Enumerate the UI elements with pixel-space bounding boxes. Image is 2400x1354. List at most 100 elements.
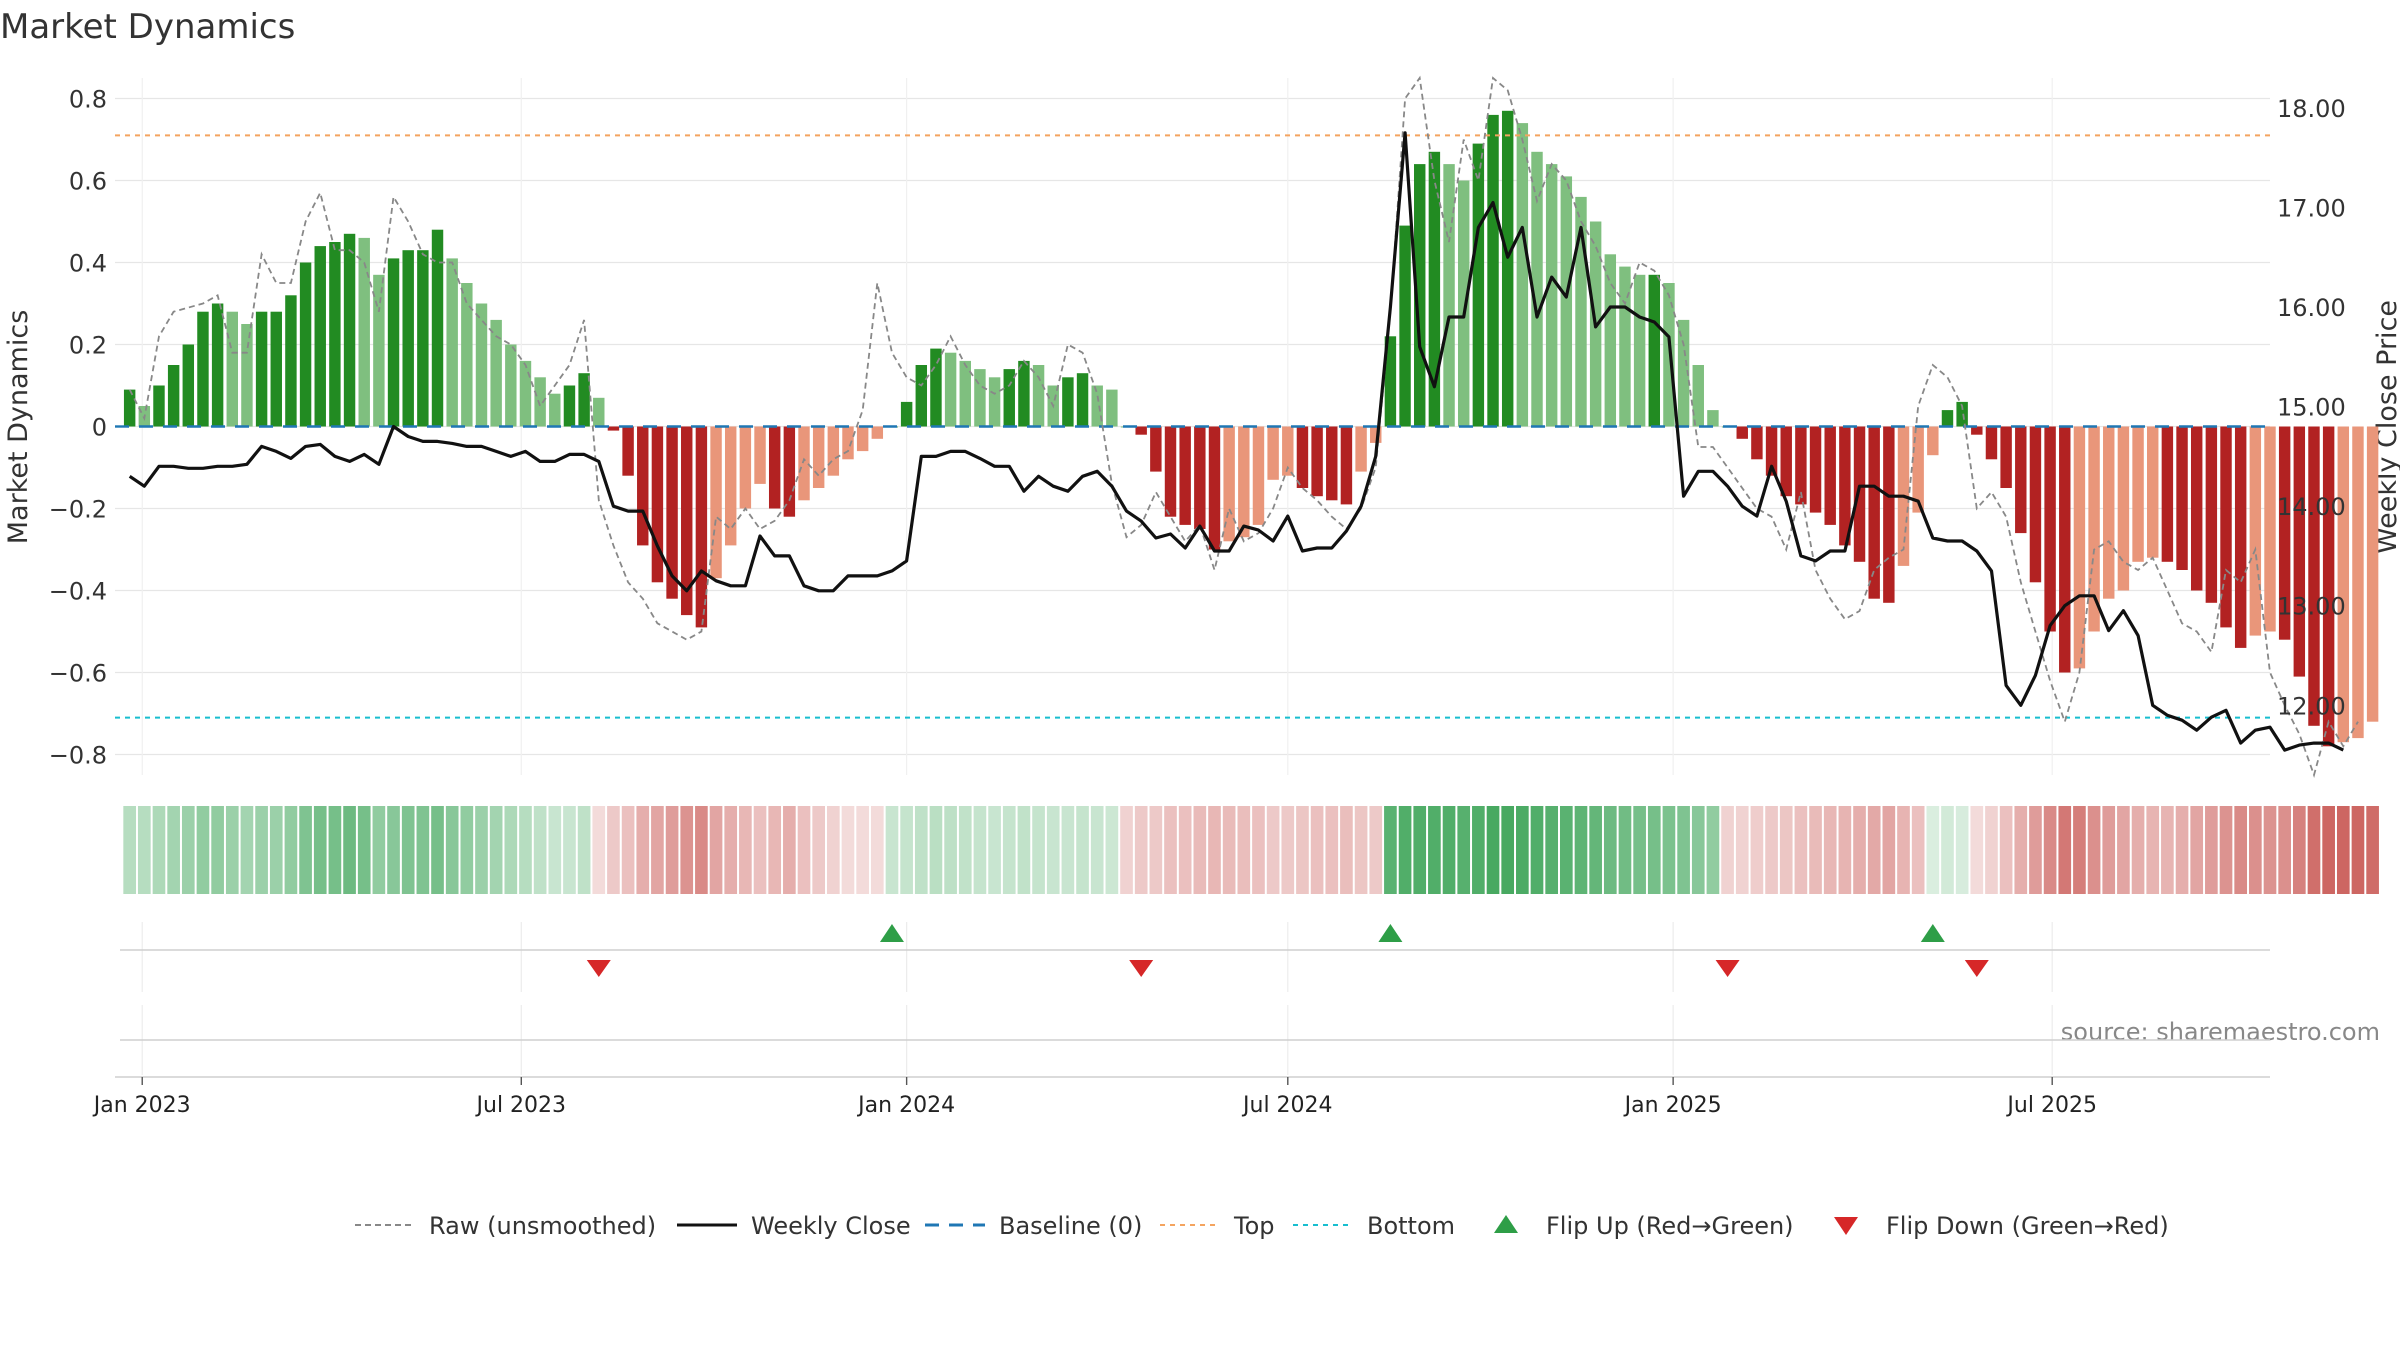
regime-cell: [1603, 806, 1617, 894]
bar: [1853, 426, 1866, 562]
bar: [2044, 426, 2056, 632]
y-right-tick-label: 18.00: [2277, 95, 2346, 123]
regime-cell: [1823, 806, 1837, 894]
regime-cell: [973, 806, 987, 894]
regime-cell: [225, 806, 239, 894]
bar: [1912, 426, 1924, 513]
regime-cell: [489, 806, 503, 894]
regime-cell: [1530, 806, 1544, 894]
bar: [314, 246, 326, 427]
bar: [167, 365, 180, 427]
bar: [402, 250, 414, 427]
legend-label: Raw (unsmoothed): [429, 1212, 656, 1240]
regime-cell: [1149, 806, 1163, 894]
bar: [798, 426, 810, 501]
bar: [1472, 143, 1485, 427]
regime-cell: [1853, 806, 1866, 894]
raw-unsmoothed-line: [128, 75, 2359, 778]
regime-cell: [1164, 806, 1177, 894]
y-left-tick-label: 0: [92, 414, 107, 442]
bar: [1238, 426, 1250, 538]
bar: [2322, 426, 2335, 747]
bar: [959, 360, 971, 427]
bar: [1868, 426, 1880, 599]
regime-cell: [929, 806, 943, 894]
legend-label: Flip Up (Red→Green): [1546, 1212, 1794, 1240]
bar: [1032, 365, 1045, 427]
bar: [1516, 123, 1529, 427]
regime-cell: [1398, 806, 1412, 894]
regime-cell: [607, 806, 620, 894]
bar: [1252, 426, 1265, 525]
flip-markers: [120, 924, 2270, 1041]
regime-cell: [841, 806, 855, 894]
lines-layer: [115, 75, 2359, 778]
regime-cell: [724, 806, 738, 894]
bar: [2088, 426, 2100, 632]
bar: [915, 365, 928, 427]
bar: [1531, 151, 1543, 427]
bar: [593, 397, 605, 427]
weekly-close-line: [128, 131, 2344, 752]
regime-cell: [1237, 806, 1251, 894]
regime-cell: [1178, 806, 1192, 894]
legend-label: Baseline (0): [999, 1212, 1142, 1240]
regime-cell: [445, 806, 459, 894]
regime-cell: [2087, 806, 2101, 894]
bar: [1575, 196, 1587, 427]
regime-cell: [2117, 806, 2130, 894]
regime-cell: [914, 806, 928, 894]
bar: [871, 426, 884, 439]
regime-cell: [1750, 806, 1764, 894]
regime-cell: [1955, 806, 1969, 894]
regime-cell: [2351, 806, 2365, 894]
x-tick-label: Jan 2023: [92, 1093, 191, 1118]
grid-layer: [115, 78, 2270, 1075]
bar: [2147, 426, 2159, 558]
regime-cell: [240, 806, 254, 894]
bar: [211, 303, 224, 427]
regime-cell: [1662, 806, 1676, 894]
bar: [754, 426, 766, 484]
bar: [1619, 266, 1631, 427]
y-left-tick-label: −0.4: [49, 578, 107, 606]
regime-cell: [1779, 806, 1793, 894]
bar: [2205, 426, 2218, 603]
bar: [1501, 110, 1514, 427]
bar: [724, 426, 737, 546]
regime-cell: [1208, 806, 1221, 894]
regime-cell: [1545, 806, 1558, 894]
bar: [1296, 426, 1309, 488]
bar: [578, 373, 590, 427]
regime-cell: [1926, 806, 1940, 894]
bar: [1194, 426, 1206, 529]
regime-cell: [856, 806, 869, 894]
regime-cell: [1428, 806, 1441, 894]
axes-layer: 0.8 0.6 0.4 0.2 0 −0.2 −0.4 −0.6 −0.8 18.00 17.00 1…: [49, 86, 2346, 770]
regime-cell: [211, 806, 224, 894]
regime-cell: [563, 806, 576, 894]
y-right-tick-label: 13.00: [2277, 593, 2346, 621]
x-tick-label: Jan 2024: [856, 1093, 955, 1118]
bar: [1765, 426, 1778, 476]
regime-cell: [1193, 806, 1207, 894]
x-axis: Jan 2023 Jul 2023 Jan 2024 Jul 2024 Jan 2025…: [92, 1076, 2270, 1118]
y-left-tick-label: 0.4: [69, 250, 107, 278]
bar: [2059, 426, 2071, 673]
bar: [475, 303, 488, 427]
bar: [299, 262, 312, 427]
regime-cell: [1325, 806, 1339, 894]
regime-cell: [313, 806, 327, 894]
regime-cell: [577, 806, 591, 894]
regime-cell: [1076, 806, 1089, 894]
bar: [651, 426, 664, 583]
bar: [1384, 336, 1397, 427]
bar: [1076, 373, 1089, 427]
bar: [431, 229, 444, 427]
regime-cell: [475, 806, 488, 894]
bar: [2249, 426, 2262, 636]
bar: [1560, 176, 1573, 427]
regime-cell: [343, 806, 356, 894]
bar: [1487, 114, 1499, 427]
bar: [2176, 426, 2188, 570]
